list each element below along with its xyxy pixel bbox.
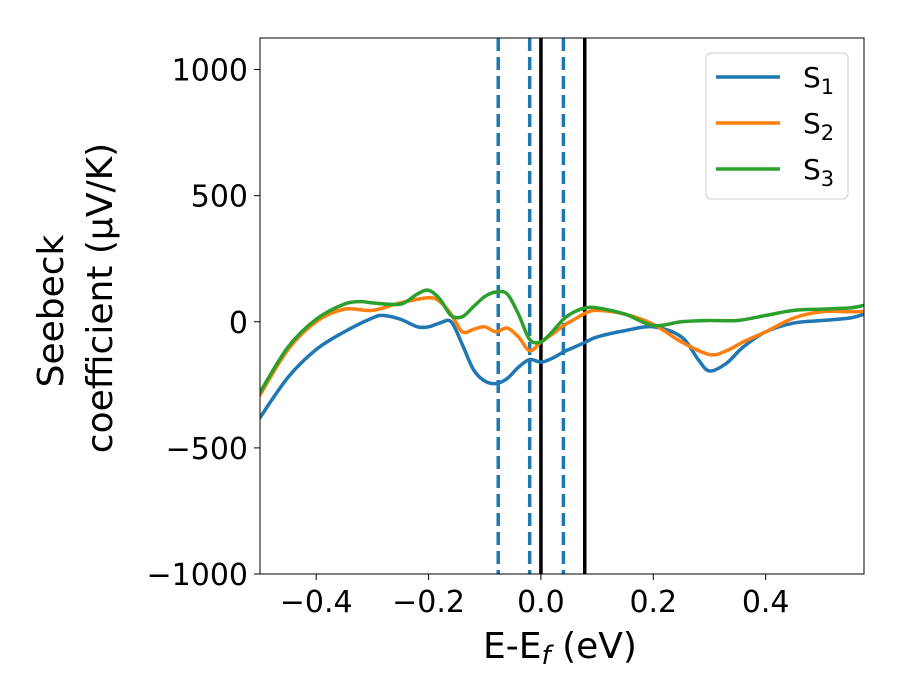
- y-tick-label: −500: [166, 432, 248, 467]
- x-tick-label: −0.2: [392, 585, 465, 620]
- series-line-s3: [260, 288, 864, 395]
- y-axis-label: Seebeck coefficient (μV/K): [31, 143, 121, 453]
- x-tick-label: 0.0: [517, 585, 565, 620]
- x-axis-label-main: E-E: [483, 626, 541, 667]
- x-axis-label-unit: (eV): [551, 626, 637, 667]
- y-tick-label: 500: [191, 180, 248, 215]
- legend-label-s2: S2: [803, 107, 834, 145]
- x-axis-ticks: −0.4 −0.2 0.0 0.2 0.4: [280, 574, 790, 620]
- legend-items: S1 S2 S3: [716, 61, 834, 191]
- legend: S1 S2 S3: [705, 52, 849, 200]
- legend-box: [705, 52, 849, 200]
- y-tick-label: 1000: [172, 54, 248, 89]
- series-lines: [260, 288, 864, 420]
- legend-label-s3: S3: [803, 153, 834, 191]
- plot-frame: [259, 37, 865, 575]
- x-tick-label: 0.4: [742, 585, 790, 620]
- y-axis-ticks: −1000 −500 0 500 1000: [147, 54, 260, 593]
- x-tick-label: 0.2: [629, 585, 677, 620]
- y-axis-label-line2: coefficient (μV/K): [80, 143, 121, 453]
- legend-label-s1: S1: [803, 61, 834, 99]
- x-axis-label: E-Ef (eV): [483, 626, 637, 671]
- vertical-lines: [496, 38, 587, 574]
- y-tick-label: 0: [229, 306, 248, 341]
- series-line-s1: [260, 312, 864, 420]
- y-tick-label: −1000: [147, 558, 248, 593]
- y-axis-label-line1: Seebeck: [31, 234, 72, 387]
- x-tick-label: −0.4: [280, 585, 353, 620]
